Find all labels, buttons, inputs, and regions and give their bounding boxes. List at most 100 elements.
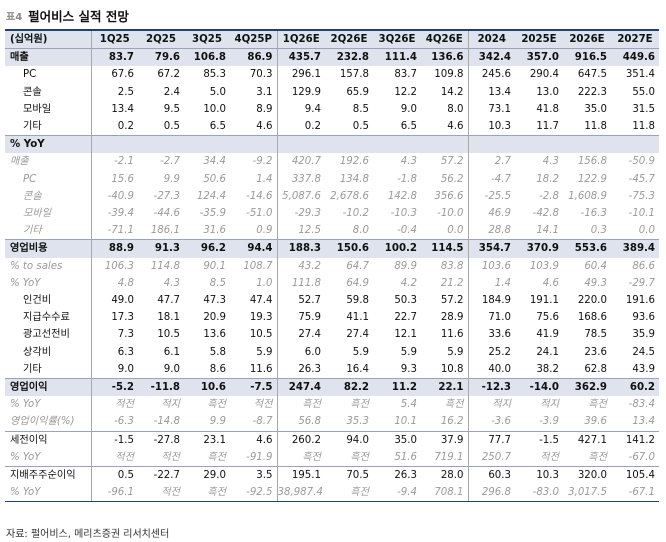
- table-row: 기타 0.2 0.5 6.5 4.6 0.2 0.5 6.5 4.6 10.3 11.7 11.8 11…: [5, 118, 659, 136]
- table-cell: -42.8: [532, 208, 559, 220]
- table-cell: 260.2: [277, 430, 325, 449]
- table-cell: -4.7: [491, 173, 511, 185]
- table-cell: [138, 135, 184, 154]
- row-label: 세전이익: [5, 430, 92, 449]
- table-cell: -14.6: [230, 187, 278, 206]
- table-cell: 11.7: [536, 121, 559, 133]
- table-cell: 75.9: [298, 312, 321, 324]
- table-cell: -10.1: [628, 208, 655, 220]
- table-cell: 8.5: [209, 277, 226, 289]
- table-cell: 191.6: [625, 295, 655, 307]
- table-cell: 10.3: [488, 121, 511, 133]
- table-cell: 6.1: [163, 346, 180, 358]
- row-label: 기타: [5, 222, 92, 240]
- table-cell: 14.2: [421, 83, 469, 101]
- table-cell: 94.0: [325, 430, 373, 449]
- table-cell: 354.7: [468, 239, 515, 258]
- table-cell: 916.5: [563, 48, 611, 67]
- table-cell: -9.4: [373, 484, 421, 503]
- table-cell: 60.3: [468, 466, 515, 485]
- table-cell: -12.3: [468, 378, 515, 397]
- table-row: 영업이익 -5.2 -11.8 10.6 -7.5 247.4 82.2 11.2 22.1 -1…: [5, 378, 659, 397]
- table-cell: 흑전: [207, 451, 226, 463]
- table-cell: 9.4: [304, 103, 321, 115]
- table-cell: 77.7: [468, 430, 515, 449]
- table-cell: 8.5: [352, 103, 369, 115]
- table-cell: 150.6: [325, 239, 373, 258]
- row-label: % YoY: [5, 448, 92, 467]
- table-cell: 0.5: [163, 121, 180, 133]
- table-cell: 247.4: [277, 378, 325, 397]
- table-row: PC 67.6 67.2 85.3 70.3 296.1 157.8 83.7 109.8 245…: [5, 66, 659, 84]
- row-label: 지배주주순이익: [5, 466, 92, 485]
- table-row: % YoY 4.8 4.3 8.5 1.0 111.8 64.9 4.2 21.2 1.4 4.6 4…: [5, 274, 659, 293]
- table-cell: 흑전: [302, 399, 321, 411]
- table-cell: 94.4: [230, 239, 278, 258]
- table-cell: 3.1: [230, 83, 278, 101]
- table-title: 표4 펄어비스 실적 전망: [6, 6, 129, 24]
- table-cell: 88.9: [91, 239, 138, 258]
- table-cell: 64.7: [346, 260, 369, 272]
- table-cell: 50.3: [394, 295, 417, 307]
- table-cell: -11.8: [138, 378, 184, 397]
- table-cell: 1.4: [494, 277, 511, 289]
- table-row: 매출 -2.1 -2.7 34.4 -9.2 420.7 192.6 4.3 57.2 2.7 4.…: [5, 153, 659, 171]
- table-cell: 4.3: [542, 156, 559, 168]
- table-cell: 10.1: [394, 416, 417, 428]
- top-rule: [5, 29, 659, 31]
- table-cell: 13.6: [203, 329, 226, 341]
- table-cell: 83.7: [91, 48, 138, 67]
- row-label: % YoY: [5, 396, 92, 414]
- table-cell: 60.4: [584, 260, 607, 272]
- table-row: 영업비용 88.9 91.3 96.2 94.4 188.3 150.6 100.2 114.5…: [5, 239, 659, 258]
- table-cell: -92.5: [230, 484, 278, 503]
- row-label: 콘솔: [5, 187, 92, 206]
- row-label: 영업비용: [5, 239, 92, 258]
- table-cell: 356.6: [421, 187, 469, 206]
- header-col: 2026E: [563, 31, 611, 50]
- table-cell: 흑전: [207, 399, 226, 411]
- table-cell: 흑전: [302, 451, 321, 463]
- table-cell: 4.6: [230, 430, 278, 449]
- table-cell: 흑전: [588, 399, 607, 411]
- table-cell: 11.2: [373, 378, 421, 397]
- table-cell: 41.9: [536, 329, 559, 341]
- table-cell: -6.3: [114, 416, 134, 428]
- table-cell: -2.1: [114, 156, 134, 168]
- table-cell: 5.9: [400, 346, 417, 358]
- table-cell: 11.6: [230, 360, 278, 379]
- table-cell: 10.6: [184, 378, 230, 397]
- table-cell: 43.9: [632, 363, 655, 375]
- table-cell: [515, 135, 563, 154]
- table-cell: -67.1: [611, 484, 659, 503]
- table-cell: 9.0: [117, 363, 134, 375]
- table-cell: -75.3: [628, 190, 655, 202]
- table-header-row: (십억원) 1Q25 2Q25 3Q25 4Q25P 1Q26E 2Q26E 3…: [5, 31, 659, 50]
- table-cell: -96.1: [91, 484, 138, 503]
- row-label: 모바일: [5, 100, 92, 119]
- table-cell: 3,017.5: [563, 484, 611, 503]
- table-cell: 67.2: [157, 69, 180, 81]
- table-cell: 31.6: [203, 225, 226, 237]
- table-cell: -29.3: [294, 208, 321, 220]
- table-row: % YoY 적전 적지 흑전 적전 흑전 흑전 5.4 흑전 적지 적지 흑전 -83.4: [5, 396, 659, 414]
- table-row: % YoY -96.1 적전 흑전 -92.5 38,987.4 흑전 -9.4 708.1 29…: [5, 484, 659, 503]
- table-cell: 46.9: [488, 208, 511, 220]
- table-cell: 흑전: [588, 451, 607, 463]
- row-label: 기타: [5, 118, 92, 136]
- table-cell: [611, 135, 659, 154]
- table-cell: [373, 135, 421, 154]
- table-cell: -1.8: [397, 173, 417, 185]
- table-cell: 90.1: [203, 260, 226, 272]
- table-cell: 38.2: [536, 363, 559, 375]
- table-cell: 8.6: [209, 363, 226, 375]
- table-cell: 38,987.4: [277, 484, 325, 503]
- table-cell: 3.5: [230, 466, 278, 485]
- table-cell: 78.5: [584, 329, 607, 341]
- table-cell: 122.9: [577, 173, 607, 185]
- table-cell: 0.9: [230, 222, 278, 240]
- table-row: 매출 83.7 79.6 106.8 86.9 435.7 232.8 111.4 136.6 3…: [5, 48, 659, 67]
- table-cell: -1.5: [91, 430, 138, 449]
- table-cell: 79.6: [138, 48, 184, 67]
- table-cell: 351.4: [625, 69, 655, 81]
